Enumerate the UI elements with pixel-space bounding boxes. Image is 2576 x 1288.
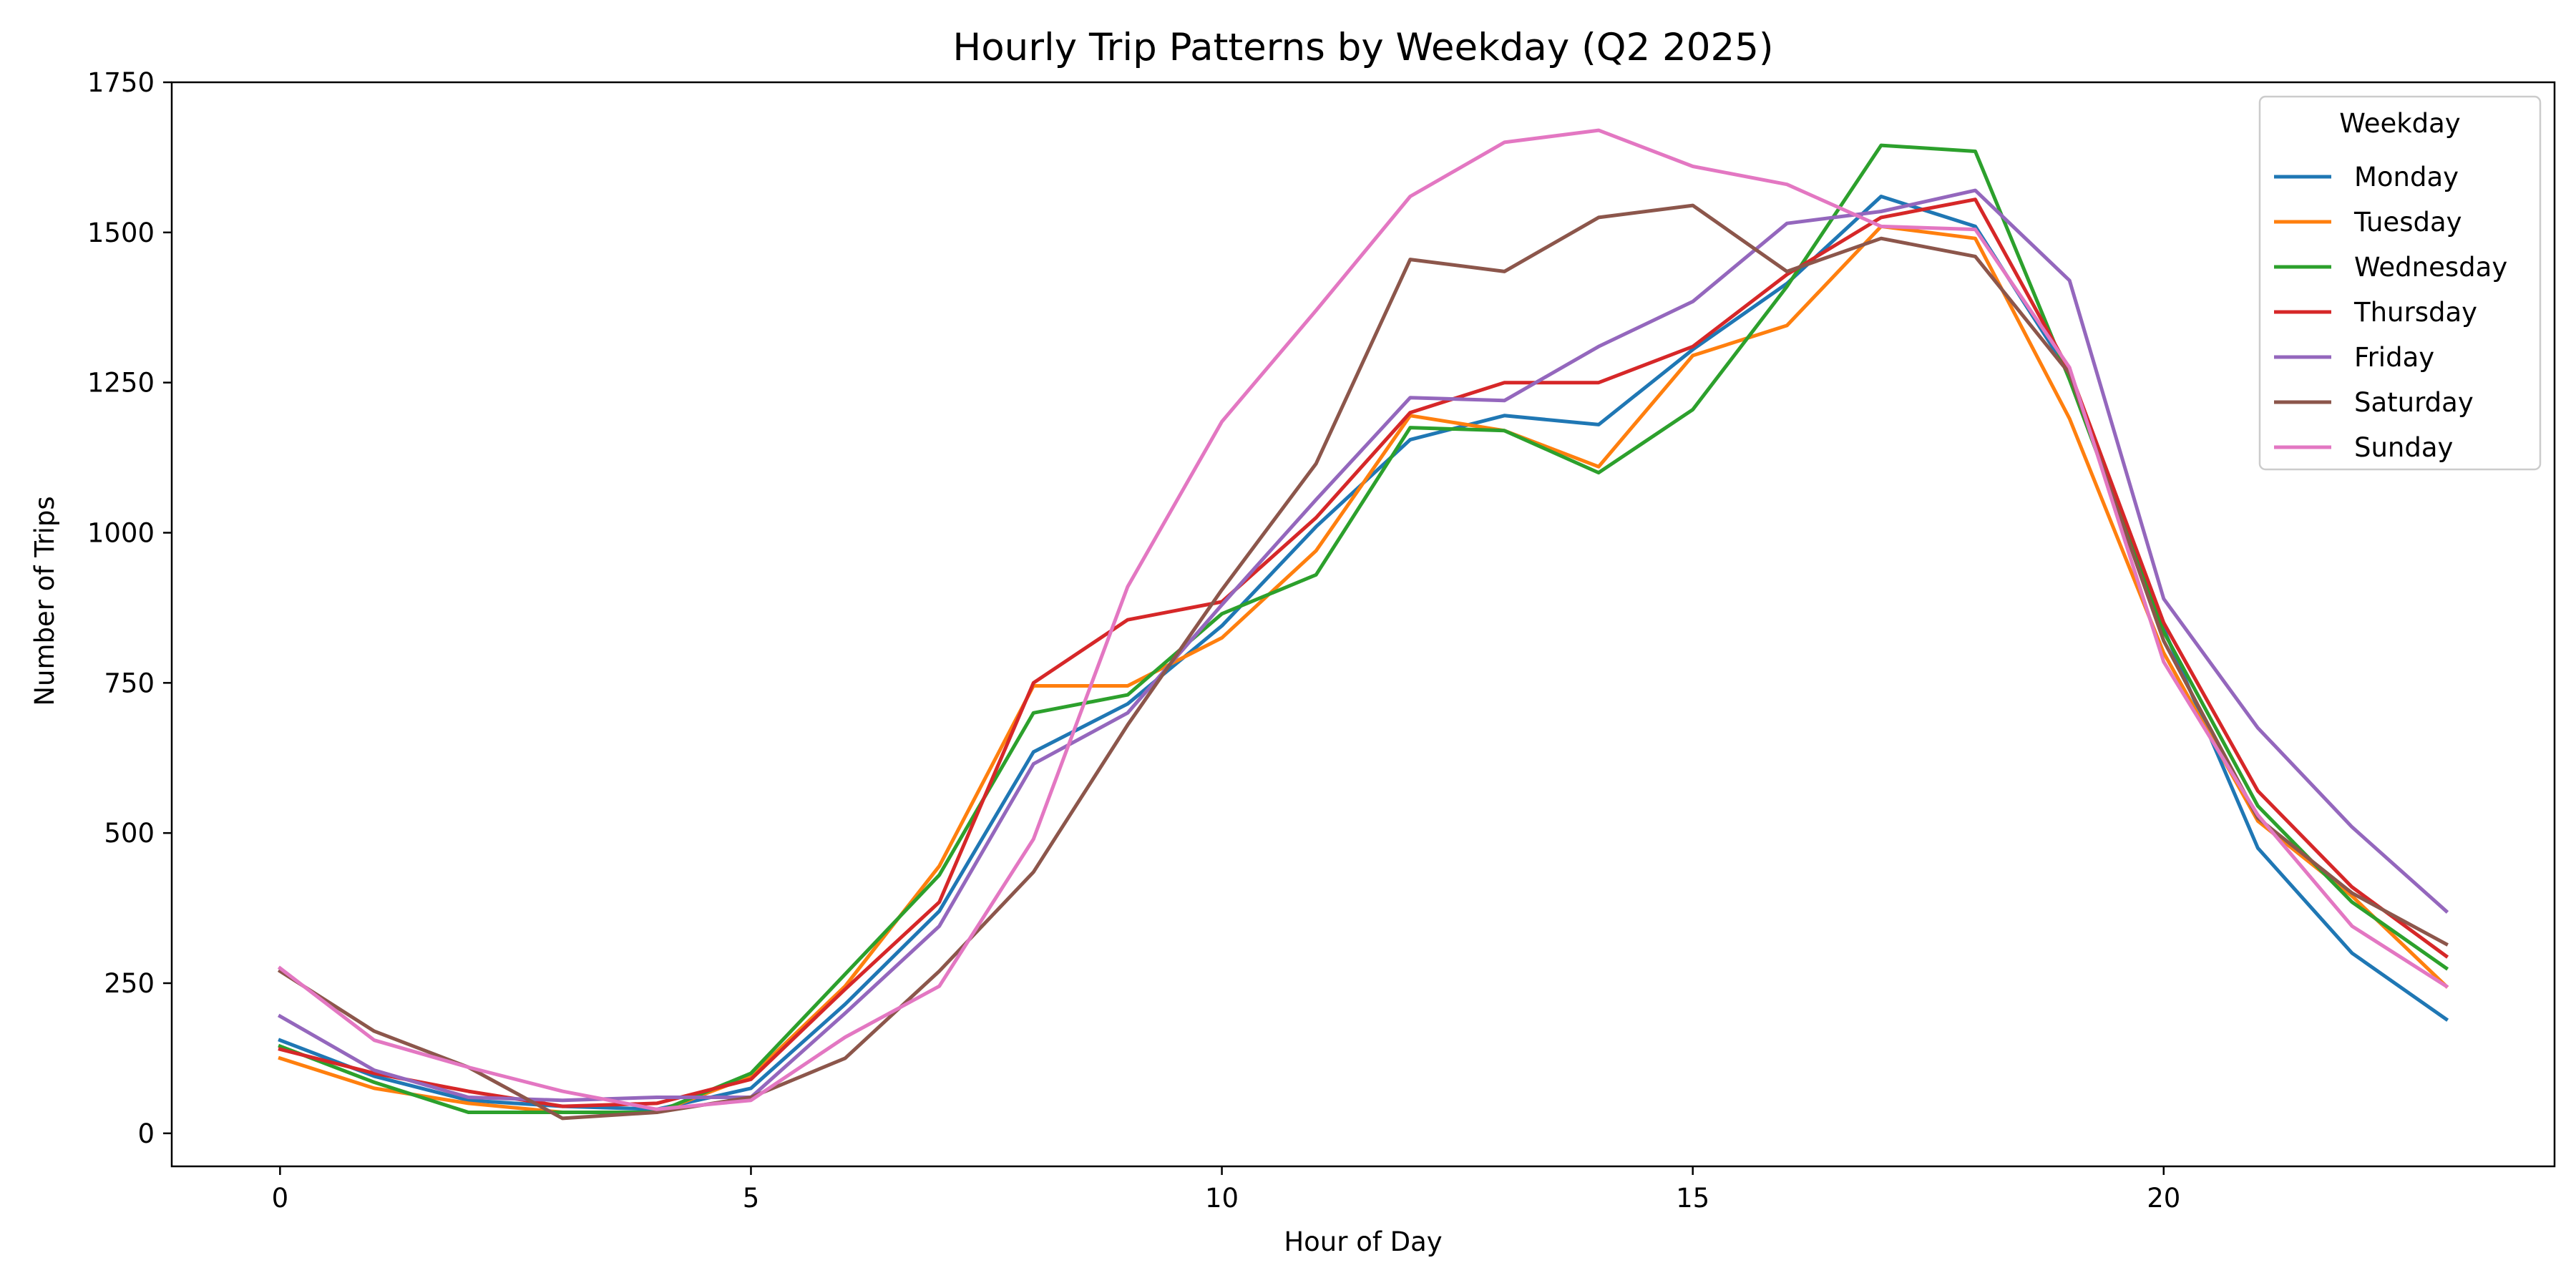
x-tick-label: 15 [1676, 1183, 1709, 1214]
legend-label-wednesday: Wednesday [2354, 252, 2507, 283]
y-tick-label: 1750 [87, 67, 155, 98]
legend-label-thursday: Thursday [2353, 297, 2477, 328]
legend-title: Weekday [2339, 108, 2460, 139]
legend: Weekday Monday Tuesday Wednesday Thursday Fri… [2258, 95, 2542, 471]
y-tick-label: 250 [104, 968, 155, 999]
x-tick-label: 5 [743, 1183, 760, 1214]
y-tick-label: 750 [104, 668, 155, 698]
legend-label-sunday: Sunday [2354, 432, 2453, 463]
legend-label-tuesday: Tuesday [2353, 207, 2462, 238]
y-tick-label: 1500 [87, 218, 155, 248]
y-axis-label: Number of Trips [29, 496, 60, 706]
x-tick-label: 10 [1205, 1183, 1239, 1214]
series-line-friday [277, 188, 2449, 1103]
legend-label-saturday: Saturday [2354, 387, 2474, 418]
y-tick-label: 1250 [87, 368, 155, 399]
x-axis-label: Hour of Day [1284, 1226, 1442, 1257]
axes: 0 5 10 15 20 0 250 500 750 1000 1250 1500 1750 [87, 67, 2556, 1214]
plot-area [277, 128, 2449, 1121]
x-tick-label: 0 [272, 1183, 289, 1214]
legend-label-friday: Friday [2354, 342, 2434, 373]
y-tick-label: 500 [104, 818, 155, 849]
legend-label-monday: Monday [2354, 162, 2459, 192]
legend-box [2258, 95, 2542, 471]
y-tick-label: 0 [137, 1118, 155, 1149]
axes-frame [170, 81, 2556, 1168]
y-tick-label: 1000 [87, 518, 155, 549]
series-line-sunday [277, 128, 2449, 1111]
x-tick-label: 20 [2147, 1183, 2180, 1214]
chart-title: Hourly Trip Patterns by Weekday (Q2 2025… [952, 26, 1773, 69]
